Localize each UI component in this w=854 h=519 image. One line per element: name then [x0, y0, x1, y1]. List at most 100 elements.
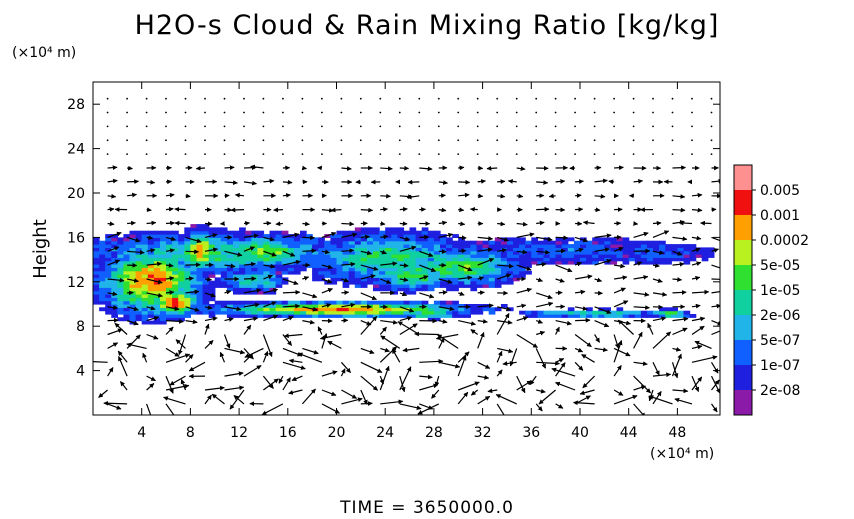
wind-vector — [204, 97, 206, 100]
field-cell — [671, 257, 678, 262]
wind-vector — [594, 306, 612, 314]
wind-vector — [380, 193, 391, 199]
field-cell — [531, 254, 538, 258]
field-cell — [482, 274, 490, 278]
field-cell — [226, 284, 234, 288]
field-cell — [366, 237, 374, 242]
field-cell — [141, 234, 149, 238]
field-cell — [427, 287, 435, 292]
field-cell — [348, 280, 356, 285]
wind-vector — [614, 275, 628, 281]
wind-vector — [288, 389, 303, 395]
field-cell — [312, 244, 319, 248]
field-cell — [135, 244, 143, 248]
wind-vector — [497, 347, 514, 354]
field-cell — [446, 314, 453, 318]
field-cell — [421, 310, 429, 315]
field-cell — [117, 317, 124, 322]
field-cell — [379, 244, 386, 248]
field-cell — [141, 274, 149, 278]
field-cell — [500, 257, 508, 262]
x-tick-label: 28 — [425, 425, 443, 441]
wind-vector — [711, 278, 720, 280]
field-cell — [391, 314, 398, 318]
field-cell — [555, 237, 563, 242]
field-cell — [385, 307, 392, 312]
field-cell — [433, 257, 441, 262]
wind-vector — [317, 326, 323, 335]
field-cell — [257, 314, 265, 318]
field-cell — [391, 254, 398, 258]
field-cell — [567, 244, 575, 248]
field-cell — [354, 300, 362, 305]
field-cell — [360, 280, 368, 285]
field-cell — [476, 267, 484, 272]
field-cell — [178, 267, 185, 272]
field-cell — [397, 314, 405, 318]
wind-vector — [671, 97, 674, 100]
field-cell — [409, 264, 417, 268]
field-cell — [373, 310, 380, 315]
field-cell — [689, 244, 697, 248]
field-cell — [409, 284, 417, 288]
field-cell — [537, 310, 545, 315]
field-cell — [513, 247, 520, 252]
field-cell — [141, 310, 149, 315]
wind-vector — [516, 166, 526, 171]
field-cell — [202, 257, 210, 262]
field-cell — [464, 264, 471, 268]
wind-vector — [497, 319, 513, 325]
wind-vector — [263, 288, 279, 294]
field-cell — [214, 257, 222, 262]
field-cell — [93, 274, 100, 278]
wind-vector — [282, 193, 291, 198]
wind-vector — [575, 193, 582, 199]
field-cell — [494, 280, 502, 285]
field-cell — [196, 307, 204, 312]
field-cell — [324, 247, 331, 252]
wind-vector — [146, 403, 152, 415]
field-cell — [336, 244, 344, 248]
field-cell — [287, 307, 295, 312]
field-cell — [300, 244, 307, 248]
wind-vector — [262, 375, 274, 389]
wind-vector — [262, 334, 273, 357]
colorbar-label: 0.001 — [760, 208, 800, 224]
field-cell — [482, 267, 490, 272]
field-cell — [166, 314, 173, 318]
field-cell — [628, 244, 636, 248]
field-cell — [379, 284, 386, 288]
mixing-ratio-field — [93, 224, 715, 325]
field-cell — [580, 254, 587, 258]
wind-vector — [229, 389, 245, 410]
field-cell — [190, 250, 198, 255]
field-cell — [160, 297, 167, 302]
field-cell — [360, 314, 368, 318]
field-cell — [318, 314, 325, 318]
field-cell — [640, 250, 648, 255]
field-cell — [147, 314, 155, 318]
field-cell — [446, 274, 453, 278]
field-cell — [141, 314, 149, 318]
field-cell — [342, 264, 350, 268]
field-cell — [300, 267, 307, 272]
wind-vector — [633, 178, 644, 184]
field-cell — [470, 260, 478, 265]
y-tick-label: 28 — [67, 97, 85, 113]
wind-vector — [470, 389, 479, 396]
field-cell — [239, 300, 246, 305]
field-cell — [464, 240, 471, 245]
field-cell — [476, 307, 484, 312]
field-cell — [172, 280, 179, 285]
field-cell — [93, 287, 100, 292]
wind-vector — [515, 153, 518, 156]
wind-vector — [398, 111, 401, 114]
field-cell — [196, 280, 204, 285]
wind-vector — [263, 236, 275, 242]
field-cell — [482, 260, 490, 265]
field-cell — [586, 307, 593, 312]
field-cell — [592, 257, 599, 262]
field-cell — [385, 254, 392, 258]
wind-vector — [457, 125, 460, 128]
field-cell — [354, 260, 362, 265]
